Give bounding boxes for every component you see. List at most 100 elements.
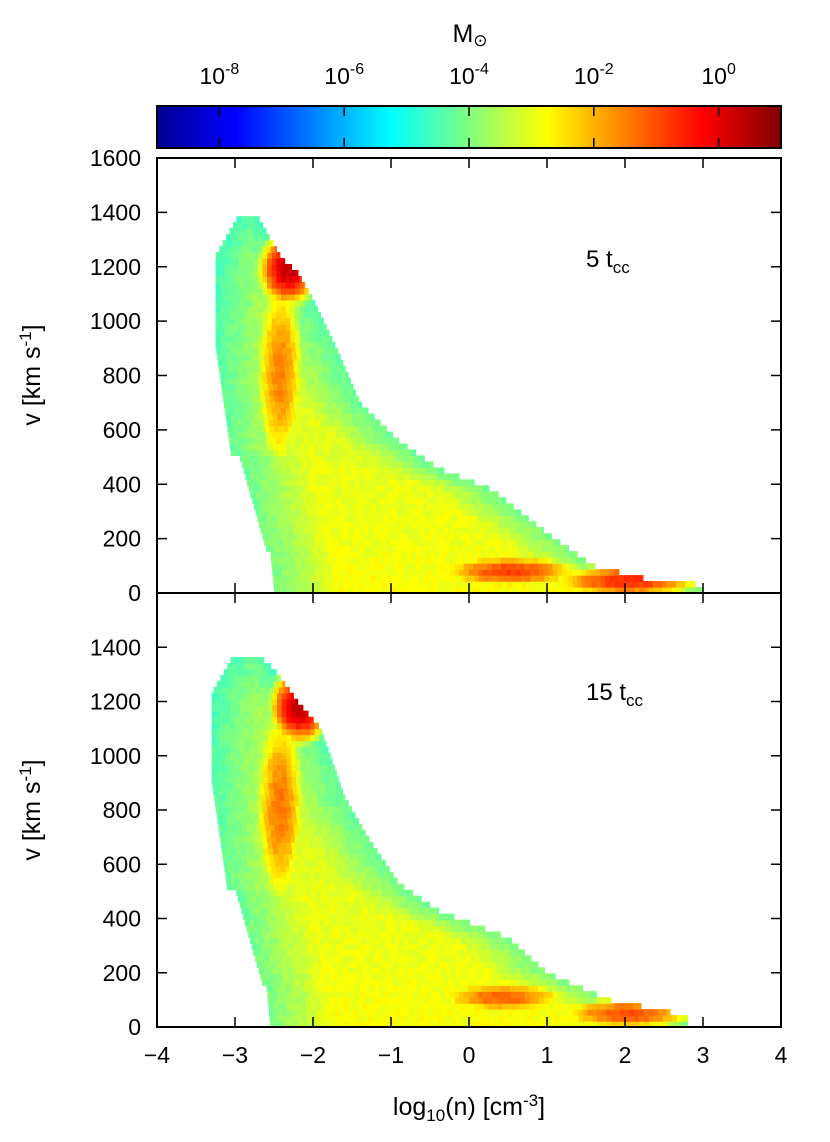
heatmap-cell [291, 782, 298, 789]
heatmap-cell [229, 865, 235, 873]
heatmap-cell [546, 551, 552, 558]
heatmap-cell [216, 770, 222, 777]
heatmap-cell [263, 698, 269, 706]
heatmap-cell [305, 710, 309, 718]
heatmap-cell [353, 1015, 360, 1022]
heatmap-cell [472, 961, 478, 968]
heatmap-cell [320, 937, 326, 945]
heatmap-cell [282, 680, 286, 688]
heatmap-cell [291, 776, 297, 783]
heatmap-cell [427, 503, 433, 510]
heatmap-cell [657, 587, 664, 593]
heatmap-cell [305, 503, 311, 510]
heatmap-cell [416, 533, 423, 540]
heatmap-cell [276, 931, 282, 939]
heatmap-cell [288, 509, 294, 516]
heatmap-cell [302, 395, 308, 403]
heatmap-cell [224, 371, 230, 379]
heatmap-cell [358, 509, 364, 516]
heatmap-cell [431, 485, 437, 492]
heatmap-cell [330, 973, 336, 980]
heatmap-cell [221, 746, 227, 754]
heatmap-cell [247, 669, 253, 676]
heatmap-cell [309, 377, 315, 385]
heatmap-cell [358, 973, 364, 980]
heatmap-cell [491, 557, 497, 564]
heatmap-cell [282, 473, 288, 480]
heatmap-cell [449, 931, 455, 939]
heatmap-cell [274, 461, 280, 468]
heatmap-cell [369, 913, 375, 921]
heatmap-cell [474, 581, 480, 588]
heatmap-cell [389, 575, 396, 582]
heatmap-cell [525, 521, 532, 528]
heatmap-cell [281, 485, 287, 492]
y-tick-label: 600 [103, 417, 141, 443]
heatmap-cell [337, 533, 343, 540]
heatmap-cell [239, 698, 245, 706]
heatmap-cell [324, 413, 330, 421]
heatmap-cell [642, 575, 644, 582]
heatmap-cell [384, 569, 390, 576]
heatmap-cell [351, 407, 357, 415]
heatmap-cell [229, 323, 235, 331]
heatmap-cell [512, 587, 518, 593]
heatmap-cell [378, 431, 384, 439]
heatmap-cell [281, 991, 287, 998]
heatmap-cell [376, 889, 382, 897]
heatmap-cell [305, 770, 311, 777]
colorbar-tick-label: 10-8 [199, 61, 239, 89]
heatmap-cell [230, 740, 236, 748]
heatmap-cell [490, 497, 497, 504]
heatmap-cell [293, 479, 300, 486]
heatmap-cell [272, 485, 278, 492]
heatmap-cell [247, 246, 253, 253]
heatmap-cell [501, 563, 507, 570]
heatmap-cell [474, 575, 480, 582]
heatmap-cell [296, 937, 303, 945]
heatmap-cell [255, 359, 261, 367]
heatmap-cell [277, 413, 283, 421]
heatmap-cell [430, 515, 436, 522]
heatmap-cell [348, 587, 355, 593]
heatmap-cell [238, 305, 245, 313]
heatmap-cell [309, 347, 316, 355]
heatmap-cell [379, 985, 385, 992]
heatmap-cell [323, 407, 329, 415]
heatmap-cell [314, 347, 320, 355]
heatmap-cell [342, 997, 348, 1004]
heatmap-cell [470, 539, 476, 546]
heatmap-cell [283, 818, 289, 825]
heatmap-cell [312, 895, 319, 903]
heatmap-cell [313, 371, 319, 379]
heatmap-cell [455, 1003, 461, 1010]
heatmap-cell [257, 836, 263, 843]
heatmap-cell [395, 1009, 401, 1016]
heatmap-cell [299, 299, 305, 307]
heatmap-cell [372, 973, 378, 980]
heatmap-cell [615, 1015, 622, 1022]
heatmap-cell [408, 901, 414, 909]
heatmap-cell [447, 587, 453, 593]
heatmap-cell [461, 587, 467, 593]
heatmap-cell [680, 581, 686, 588]
heatmap-cell [519, 533, 526, 540]
heatmap-cell [302, 907, 308, 915]
heatmap-cell [401, 925, 407, 933]
heatmap-cell [409, 937, 415, 945]
heatmap-cell [359, 527, 365, 534]
heatmap-cell [360, 979, 366, 986]
heatmap-cell [321, 853, 327, 861]
heatmap-cell [253, 752, 259, 760]
heatmap-cell [307, 479, 314, 486]
heatmap-cell [265, 669, 272, 676]
heatmap-cell [272, 806, 278, 813]
heatmap-cell [372, 461, 379, 468]
heatmap-cell [325, 883, 331, 891]
heatmap-cell [414, 491, 420, 498]
heatmap-cell [311, 1015, 317, 1022]
heatmap-cell [317, 551, 323, 558]
heatmap-cell [533, 533, 540, 540]
heatmap-cell [343, 455, 349, 462]
heatmap-cell [502, 1003, 508, 1010]
